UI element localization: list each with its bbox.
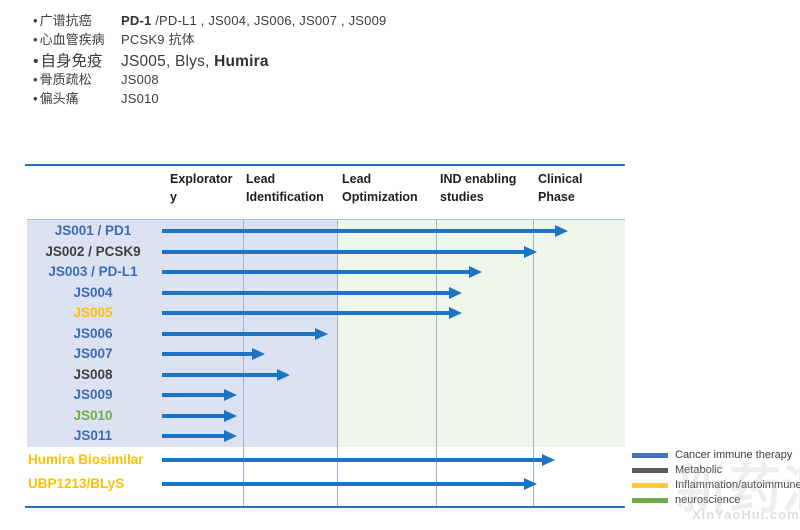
progress-arrow-head-icon [524,245,537,258]
intro-category: • 自身免疫 [33,52,103,70]
progress-arrow-line [162,372,278,377]
intro-detail: JS005, Blys, Humira [121,52,269,70]
progress-arrow-line [162,290,450,295]
watermark-logo-text: 新药汇 [676,462,800,520]
progress-arrow-line [162,270,470,274]
legend-swatch-icon [632,497,668,503]
chart-area-top-border [27,219,625,220]
progress-arrow-line [162,249,525,254]
gridline [337,220,338,507]
bullet-icon: • [33,13,38,28]
legend-swatch-icon [632,482,668,488]
progress-arrow-line [162,458,543,462]
gridline [533,220,534,507]
header-top-rule [25,164,625,166]
legend-item: Metabolic [632,464,722,476]
bullet-icon: • [33,32,38,48]
legend-swatch-icon [632,467,668,473]
intro-item: • 偏头痛 JS010 [33,88,386,107]
progress-arrow-head-icon [315,327,328,340]
progress-arrow-line [162,331,316,336]
progress-arrow-head-icon [524,478,537,490]
late-stage-background [337,220,625,447]
intro-item: • 心血管疾病 PCSK9 抗体 [33,29,386,48]
gridline [436,220,437,507]
program-label: JS010 [73,407,113,423]
program-label: JS003 / PD-L1 [48,264,138,279]
gridline [243,220,244,507]
stage-header: IND enabling studies [440,172,517,204]
legend-label: Cancer immune therapy [675,449,793,461]
stage-header: Lead Optimization [342,172,418,204]
progress-arrow-line [162,434,225,438]
program-label: JS006 [73,325,113,341]
progress-arrow-line [162,413,225,418]
program-label: UBP1213/BLyS [28,476,125,491]
program-label: JS002 / PCSK9 [45,243,141,259]
intro-category: • 骨质疏松 [33,71,92,87]
progress-arrow-head-icon [542,454,555,466]
progress-arrow-head-icon [224,409,237,422]
legend-item: neuroscience [632,494,740,506]
legend-item: Cancer immune therapy [632,449,792,461]
program-label: JS011 [73,428,113,443]
intro-detail: PD-1 /PD-L1 , JS004, JS006, JS007 , JS00… [121,13,387,28]
intro-item: • 广谱抗癌 PD-1 /PD-L1 , JS004, JS006, JS007 ,… [33,10,386,29]
intro-item: • 骨质疏松 JS008 [33,69,386,88]
watermark-url: XinYaoHui.com [692,507,800,522]
bullet-icon: • [33,71,38,87]
intro-category: • 心血管疾病 [33,32,105,48]
intro-category: • 偏头痛 [33,91,79,107]
intro-detail: JS010 [121,91,159,107]
legend-label: Inflammation/autoimmune [675,479,800,491]
progress-arrow-line [162,393,225,397]
legend-label: Metabolic [675,464,723,476]
intro-detail: JS008 [121,71,159,87]
stage-header: Clinical Phase [538,172,583,204]
progress-arrow-head-icon [277,368,290,381]
program-label: Humira Biosimilar [28,452,144,467]
intro-detail: PCSK9 抗体 [121,32,195,48]
legend-item: Inflammation/autoimmune [632,479,800,491]
bullet-icon: • [33,52,39,70]
program-label: JS004 [73,284,113,300]
progress-arrow-head-icon [224,430,237,442]
chart-bottom-rule [25,506,625,508]
legend-label: neuroscience [675,494,741,506]
progress-arrow-head-icon [224,389,237,401]
program-label: JS007 [73,346,113,361]
progress-arrow-line [162,352,253,356]
legend-swatch-icon [632,452,668,458]
progress-arrow-line [162,311,450,315]
stage-header: Exploratory [170,172,233,204]
progress-arrow-head-icon [449,307,462,319]
stage-header: Lead Identification [246,172,324,204]
progress-arrow-head-icon [469,266,482,278]
program-label: JS001 / PD1 [54,223,132,238]
program-label: JS008 [73,366,113,382]
intro-item: • 自身免疫 JS005, Blys, Humira [33,49,386,70]
intro-category: • 广谱抗癌 [33,13,92,28]
progress-arrow-head-icon [449,286,462,299]
progress-arrow-head-icon [252,348,265,360]
program-label: JS009 [73,387,113,402]
indication-bullet-list: • 广谱抗癌 PD-1 /PD-L1 , JS004, JS006, JS007 ,… [33,10,386,108]
progress-arrow-line [162,229,556,233]
progress-arrow-head-icon [555,225,568,237]
progress-arrow-line [162,482,525,486]
bullet-icon: • [33,91,38,107]
program-label: JS005 [73,305,113,320]
